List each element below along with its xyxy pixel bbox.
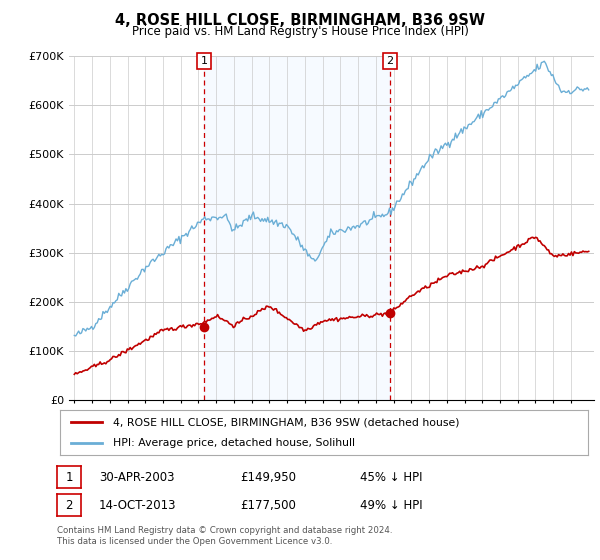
Text: 49% ↓ HPI: 49% ↓ HPI [360,498,422,512]
Text: Contains HM Land Registry data © Crown copyright and database right 2024.
This d: Contains HM Land Registry data © Crown c… [57,526,392,546]
Text: 1: 1 [201,56,208,66]
Text: £177,500: £177,500 [240,498,296,512]
Text: 4, ROSE HILL CLOSE, BIRMINGHAM, B36 9SW (detached house): 4, ROSE HILL CLOSE, BIRMINGHAM, B36 9SW … [113,417,460,427]
Text: 1: 1 [65,470,73,484]
Text: 45% ↓ HPI: 45% ↓ HPI [360,470,422,484]
Text: 14-OCT-2013: 14-OCT-2013 [99,498,176,512]
Text: 2: 2 [65,498,73,512]
Text: 2: 2 [386,56,394,66]
Text: HPI: Average price, detached house, Solihull: HPI: Average price, detached house, Soli… [113,437,355,447]
Text: 30-APR-2003: 30-APR-2003 [99,470,175,484]
Text: Price paid vs. HM Land Registry's House Price Index (HPI): Price paid vs. HM Land Registry's House … [131,25,469,38]
Text: £149,950: £149,950 [240,470,296,484]
Text: 4, ROSE HILL CLOSE, BIRMINGHAM, B36 9SW: 4, ROSE HILL CLOSE, BIRMINGHAM, B36 9SW [115,13,485,28]
Bar [205,56,390,400]
